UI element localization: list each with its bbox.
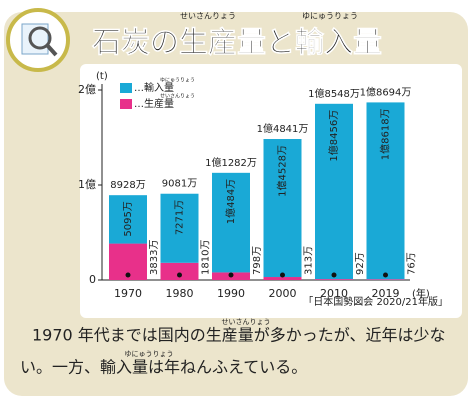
icon-lens [28,26,52,50]
y-unit: (t) [96,71,108,82]
bar-dot [228,272,234,278]
icon-handle [45,43,58,57]
bar-segment [315,103,353,280]
value-label: 1億8456万 [327,110,340,162]
value-label: 3833万 [149,240,160,275]
x-tick-label: 1980 [166,287,194,300]
value-label: 1810万 [201,240,212,275]
bar-dot [280,272,285,278]
value-label: 1億4528万 [276,145,289,197]
caption-line: い。一方、輸入量は年ねんふえている。 [20,358,307,377]
x-tick-label: 1990 [217,287,245,300]
bar-segment [315,279,353,280]
legend-ruby: せいさんりょう [160,93,195,100]
bar-segment [109,195,147,244]
bar-dot [383,272,388,278]
title-ruby: せいさんりょう [180,12,236,21]
legend-swatch [120,99,132,109]
value-label: 798万 [252,246,263,275]
bar-dot [177,272,182,278]
caption-ruby: ゆにゅうりょう [125,350,174,358]
total-label: 1億1282万 [205,156,257,169]
value-label: 7271万 [175,200,186,235]
bar-segment [263,139,302,278]
x-tick-label: 2010 [320,287,348,300]
bar-segment [263,277,302,280]
total-label: 1億8548万 [308,87,360,100]
y-tick-label: 0 [89,273,96,286]
caption-line: 1970 年代までは国内の生産量が多かったが、近年は少な [32,326,446,345]
title: 石炭の生産量と輸入量 [91,25,382,59]
legend-label: …輸入量 [134,81,174,94]
title-ruby: ゆにゅうりょう [302,12,358,21]
x-unit: (年) [412,287,430,300]
legend-label: …生産量 [134,97,174,110]
x-tick-label: 2019 [372,287,400,300]
bar-segment [212,172,250,273]
bar-segment [160,193,199,263]
total-label: 8928万 [110,180,145,191]
x-tick-label: 2000 [269,287,297,300]
value-label: 92万 [355,252,366,275]
bar-segment [366,279,405,280]
value-label: 1億484万 [224,179,237,224]
x-tick-label: 1970 [114,287,142,300]
value-label: 5095万 [123,201,134,236]
y-tick-label: 2億 [78,83,96,96]
legend-ruby: ゆにゅうりょう [160,78,195,84]
value-label: 313万 [304,246,315,275]
total-label: 9081万 [162,179,197,190]
source: 「日本国勢図会 2020/21年版」 [303,295,448,308]
total-label: 1億4841万 [257,122,309,135]
bar-dot [331,272,337,278]
value-label: 1億8618万 [379,108,392,160]
legend-swatch [120,83,132,93]
bar-dot [125,272,131,278]
total-label: 1億8694万 [360,85,412,98]
value-label: 76万 [407,252,418,275]
bar-segment [160,262,199,280]
caption-ruby: せいさんりょう [222,318,271,326]
y-tick-label: 1億 [78,178,96,191]
bar-segment [366,102,405,280]
